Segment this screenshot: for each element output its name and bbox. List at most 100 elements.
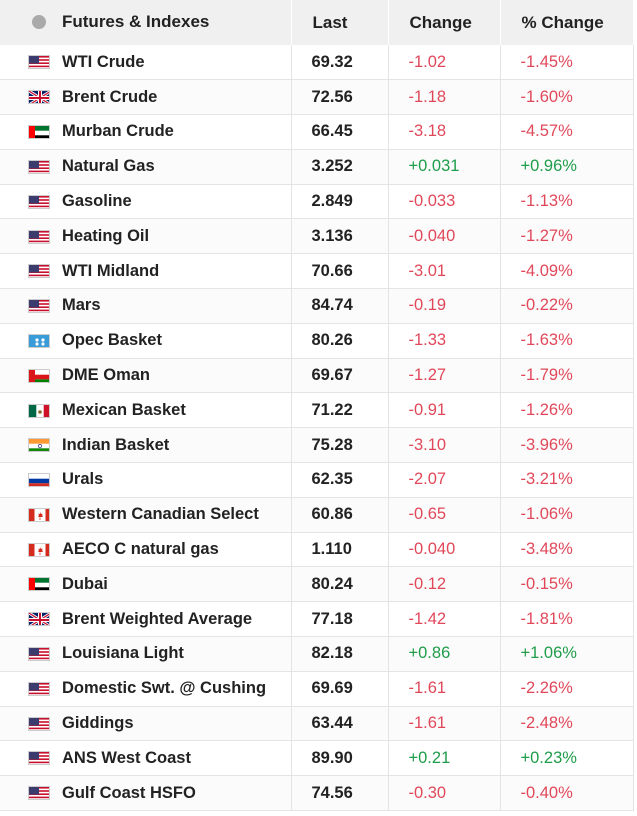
table-row[interactable]: DME Oman 69.67 -1.27 -1.79% (0, 358, 634, 394)
row-change: -1.02 (388, 45, 501, 81)
row-name[interactable]: Gulf Coast HSFO (62, 783, 196, 802)
header-change[interactable]: Change (388, 0, 501, 45)
table-row[interactable]: Western Canadian Select 60.86 -0.65 -1.06% (0, 497, 634, 533)
row-name[interactable]: Urals (62, 470, 104, 489)
row-name-cell[interactable]: Giddings (0, 706, 292, 742)
row-change: -0.12 (388, 566, 501, 603)
row-change: -0.19 (388, 288, 501, 324)
table-row[interactable]: Mars 84.74 -0.19 -0.22% (0, 288, 634, 324)
row-name[interactable]: WTI Crude (62, 52, 145, 71)
table-row[interactable]: Gulf Coast HSFO 74.56 -0.30 -0.40% (0, 775, 634, 812)
row-name[interactable]: Opec Basket (62, 331, 162, 350)
table-row[interactable]: ANS West Coast 89.90 +0.21 +0.23% (0, 740, 634, 777)
row-name-cell[interactable]: Gulf Coast HSFO (0, 775, 292, 812)
row-name-cell[interactable]: Indian Basket (0, 427, 292, 464)
row-name-cell[interactable]: Louisiana Light (0, 636, 292, 672)
row-change: -0.040 (388, 218, 501, 255)
table-row[interactable]: Gasoline 2.849 -0.033 -1.13% (0, 184, 634, 220)
table-row[interactable]: Natural Gas 3.252 +0.031 +0.96% (0, 149, 634, 185)
row-name-cell[interactable]: WTI Midland (0, 253, 292, 290)
row-pct-change: -3.96% (500, 427, 634, 464)
row-last: 3.252 (291, 149, 389, 185)
row-pct-change: +0.23% (500, 740, 634, 777)
table-row[interactable]: Opec Basket 80.26 -1.33 -1.63% (0, 323, 634, 359)
row-name[interactable]: AECO C natural gas (62, 540, 219, 559)
ae-flag-icon (28, 125, 50, 140)
row-name[interactable]: Brent Weighted Average (62, 609, 253, 628)
row-name-cell[interactable]: Brent Crude (0, 79, 292, 116)
table-row[interactable]: WTI Midland 70.66 -3.01 -4.09% (0, 253, 634, 290)
row-last: 72.56 (291, 79, 389, 116)
row-name-cell[interactable]: Urals (0, 462, 292, 498)
table-row[interactable]: AECO C natural gas 1.110 -0.040 -3.48% (0, 532, 634, 568)
row-name[interactable]: Louisiana Light (62, 644, 184, 663)
row-name[interactable]: Mexican Basket (62, 400, 186, 419)
table-row[interactable]: Brent Weighted Average 77.18 -1.42 -1.81% (0, 601, 634, 638)
row-name[interactable]: Natural Gas (62, 157, 155, 176)
row-last: 62.35 (291, 462, 389, 498)
row-name-cell[interactable]: DME Oman (0, 358, 292, 394)
row-change: -0.91 (388, 392, 501, 429)
row-last: 89.90 (291, 740, 389, 777)
header-name[interactable]: Futures & Indexes (0, 0, 292, 45)
row-pct-change: -1.27% (500, 218, 634, 255)
table-row[interactable]: Heating Oil 3.136 -0.040 -1.27% (0, 218, 634, 255)
row-name-cell[interactable]: Mexican Basket (0, 392, 292, 429)
table-row[interactable]: Brent Crude 72.56 -1.18 -1.60% (0, 79, 634, 116)
row-name-cell[interactable]: Domestic Swt. @ Cushing (0, 671, 292, 707)
row-name-cell[interactable]: Opec Basket (0, 323, 292, 359)
header-last[interactable]: Last (291, 0, 389, 45)
row-name[interactable]: Indian Basket (62, 435, 170, 454)
row-last: 80.26 (291, 323, 389, 359)
row-name-cell[interactable]: Murban Crude (0, 114, 292, 150)
row-name[interactable]: Giddings (62, 714, 134, 733)
row-name[interactable]: Heating Oil (62, 226, 150, 245)
table-row[interactable]: Murban Crude 66.45 -3.18 -4.57% (0, 114, 634, 150)
row-name[interactable]: DME Oman (62, 366, 151, 385)
row-last: 75.28 (291, 427, 389, 464)
table-row[interactable]: WTI Crude 69.32 -1.02 -1.45% (0, 45, 634, 81)
row-name[interactable]: Domestic Swt. @ Cushing (62, 679, 267, 698)
table-row[interactable]: Domestic Swt. @ Cushing 69.69 -1.61 -2.26% (0, 671, 634, 707)
us-flag-icon (28, 159, 50, 174)
row-name[interactable]: Murban Crude (62, 122, 174, 141)
row-pct-change: -1.06% (500, 497, 634, 533)
in-flag-icon (28, 438, 50, 453)
row-name[interactable]: Gasoline (62, 192, 132, 211)
row-name[interactable]: ANS West Coast (62, 748, 191, 767)
row-last: 69.67 (291, 358, 389, 394)
row-name-cell[interactable]: AECO C natural gas (0, 532, 292, 568)
row-pct-change: -1.79% (500, 358, 634, 394)
row-name-cell[interactable]: WTI Crude (0, 45, 292, 81)
row-change: +0.21 (388, 740, 501, 777)
table-row[interactable]: Louisiana Light 82.18 +0.86 +1.06% (0, 636, 634, 672)
ru-flag-icon (28, 473, 50, 488)
table-row[interactable]: Mexican Basket 71.22 -0.91 -1.26% (0, 392, 634, 429)
row-name-cell[interactable]: Gasoline (0, 184, 292, 220)
table-row[interactable]: Dubai 80.24 -0.12 -0.15% (0, 566, 634, 603)
row-name-cell[interactable]: Natural Gas (0, 149, 292, 185)
row-name[interactable]: Brent Crude (62, 87, 158, 106)
row-name-cell[interactable]: Western Canadian Select (0, 497, 292, 533)
header-pct-change[interactable]: % Change (500, 0, 634, 45)
row-name-cell[interactable]: Dubai (0, 566, 292, 603)
row-name-cell[interactable]: Heating Oil (0, 218, 292, 255)
row-name[interactable]: Mars (62, 296, 101, 315)
om-flag-icon (28, 368, 50, 383)
table-row[interactable]: Indian Basket 75.28 -3.10 -3.96% (0, 427, 634, 464)
row-name-cell[interactable]: Mars (0, 288, 292, 324)
row-name[interactable]: WTI Midland (62, 261, 160, 280)
row-change: -1.18 (388, 79, 501, 116)
row-last: 69.32 (291, 45, 389, 81)
us-flag-icon (28, 681, 50, 696)
opec-flag-icon (28, 333, 50, 348)
row-pct-change: -1.26% (500, 392, 634, 429)
row-name-cell[interactable]: ANS West Coast (0, 740, 292, 777)
row-last: 77.18 (291, 601, 389, 638)
table-header-row: Futures & Indexes Last Change % Change (0, 0, 634, 45)
row-name[interactable]: Dubai (62, 574, 108, 593)
row-name-cell[interactable]: Brent Weighted Average (0, 601, 292, 638)
table-row[interactable]: Urals 62.35 -2.07 -3.21% (0, 462, 634, 498)
table-row[interactable]: Giddings 63.44 -1.61 -2.48% (0, 706, 634, 742)
row-name[interactable]: Western Canadian Select (62, 505, 259, 524)
